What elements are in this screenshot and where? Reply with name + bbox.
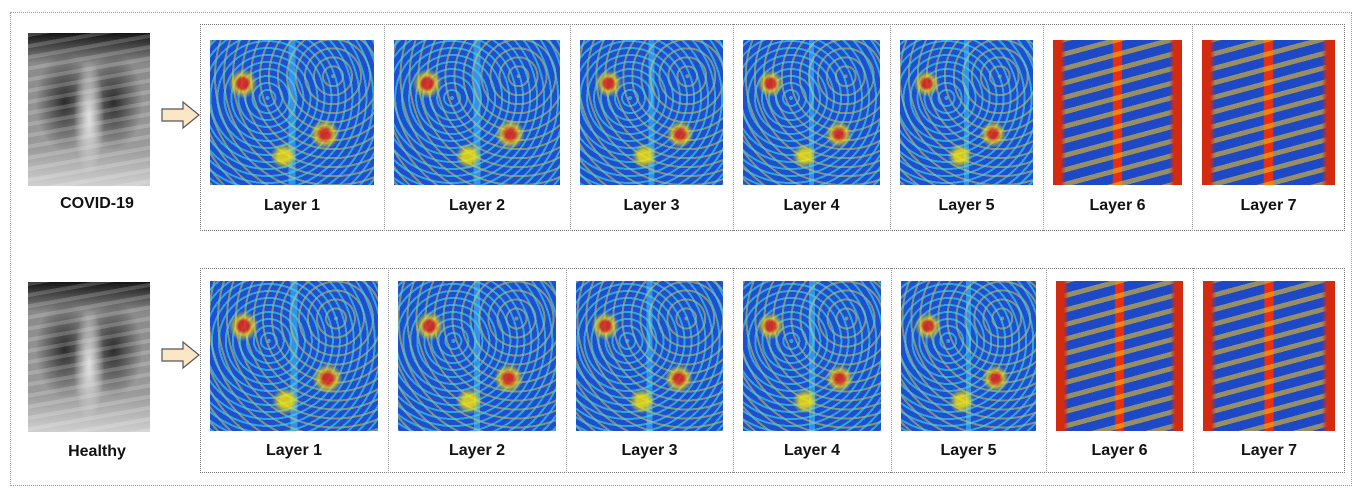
figure: COVID-19Layer 1Layer 2Layer 3Layer 4Laye… xyxy=(0,0,1358,493)
arrow xyxy=(161,100,201,130)
layer-label: Layer 2 xyxy=(384,197,570,215)
layer-label: Layer 7 xyxy=(1193,442,1345,460)
layer-label: Layer 6 xyxy=(1046,442,1193,460)
xray-image xyxy=(28,282,150,432)
layer-label: Layer 5 xyxy=(890,197,1043,215)
activation-map xyxy=(1202,40,1335,185)
layer-label: Layer 1 xyxy=(200,442,388,460)
class-label: Healthy xyxy=(28,443,166,461)
activation-map xyxy=(1203,281,1335,431)
activation-map xyxy=(743,281,881,431)
activation-map xyxy=(900,40,1033,185)
xray-image xyxy=(28,33,150,186)
layer-label: Layer 2 xyxy=(388,442,566,460)
layer-label: Layer 5 xyxy=(891,442,1046,460)
layer-label: Layer 3 xyxy=(570,197,733,215)
activation-map xyxy=(210,40,374,185)
activation-map xyxy=(901,281,1036,431)
layer-label: Layer 6 xyxy=(1043,197,1192,215)
activation-map xyxy=(398,281,556,431)
activation-map xyxy=(210,281,378,431)
activation-map xyxy=(394,40,560,185)
layer-label: Layer 4 xyxy=(733,197,890,215)
arrow xyxy=(161,340,201,370)
activation-map xyxy=(580,40,723,185)
class-label: COVID-19 xyxy=(28,195,166,213)
activation-map xyxy=(1053,40,1182,185)
layer-label: Layer 7 xyxy=(1192,197,1345,215)
layer-label: Layer 3 xyxy=(566,442,733,460)
activation-map xyxy=(743,40,880,185)
activation-map xyxy=(1056,281,1183,431)
activation-map xyxy=(576,281,723,431)
layer-label: Layer 1 xyxy=(200,197,384,215)
layer-label: Layer 4 xyxy=(733,442,891,460)
